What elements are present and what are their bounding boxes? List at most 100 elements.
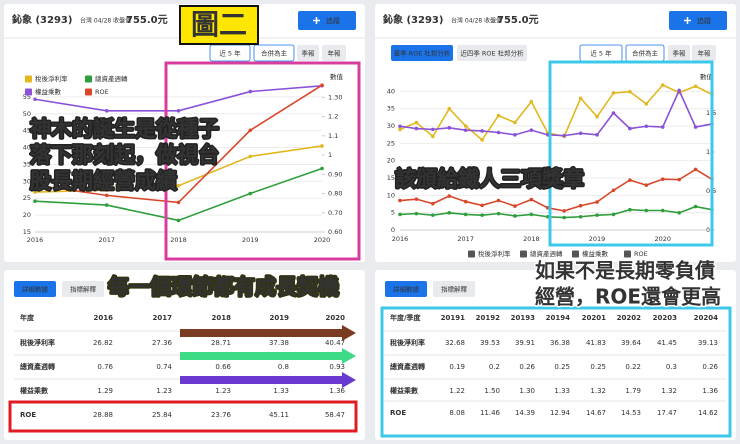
y2-tick-label: 1 [328, 151, 332, 159]
data-point [562, 215, 567, 220]
table-tab-label: 指標解釋 [70, 285, 97, 294]
chart-tab-label: 年報 [328, 49, 342, 58]
data-point [480, 138, 484, 142]
table-cell: 37.38 [269, 339, 289, 347]
data-point [677, 177, 681, 182]
x-tick-label: 2017 [457, 235, 474, 243]
table-header: 20192 [476, 314, 500, 322]
follow-button[interactable] [298, 11, 356, 30]
legend-swatch[interactable] [25, 88, 32, 96]
y2-tick-label: 0.90 [328, 170, 342, 178]
table-cell: ROE [20, 411, 36, 419]
y-tick-label: 40 [387, 87, 395, 95]
right-chart-card [375, 4, 736, 262]
data-point [644, 208, 649, 213]
y-tick-label: 5 [391, 209, 395, 217]
legend-swatch[interactable] [85, 88, 92, 96]
data-point [104, 108, 109, 113]
y-tick-label: 0 [391, 226, 395, 234]
data-point [104, 193, 109, 198]
follow-button[interactable] [669, 11, 727, 30]
x-tick-label: 2017 [98, 236, 115, 244]
data-point [104, 188, 109, 193]
chart-tab[interactable] [391, 45, 453, 61]
table-header: 2018 [212, 314, 232, 322]
table-cell: 32.68 [445, 339, 465, 347]
table-cell: 1.79 [625, 387, 641, 395]
data-point [529, 212, 534, 217]
data-point [562, 209, 567, 213]
y2-axis-label: 數值 [330, 72, 344, 81]
table-cell: 39.13 [698, 339, 718, 347]
figure-label-box [179, 5, 259, 45]
table-tab[interactable] [433, 281, 475, 297]
y2-axis-label: 數值 [700, 72, 714, 81]
y2-tick-label: 0.80 [328, 190, 342, 198]
figure-label: 圖二 [191, 8, 247, 41]
legend-swatch[interactable] [572, 250, 579, 258]
chart-tab[interactable] [668, 45, 690, 61]
table-cell: 1.32 [590, 387, 606, 395]
table-tab[interactable] [62, 281, 104, 297]
legend-swatch[interactable] [520, 250, 527, 258]
legend-label: 稅後淨利率 [35, 74, 68, 83]
x-tick-label: 2020 [654, 235, 671, 243]
data-point [611, 212, 616, 217]
data-point [176, 183, 181, 188]
data-point [248, 154, 253, 159]
table-cell: 14.39 [515, 409, 535, 417]
table-header: 2019 [270, 314, 290, 322]
legend-swatch[interactable] [624, 250, 631, 258]
table-cell: 28.88 [93, 411, 113, 419]
table-cell: 28.71 [211, 339, 231, 347]
data-point [660, 208, 665, 213]
table-tab[interactable] [385, 281, 427, 297]
table-cell: 0.76 [97, 363, 113, 371]
legend-swatch[interactable] [25, 75, 32, 83]
table-tab[interactable] [14, 281, 56, 297]
table-header: 年度 [20, 313, 35, 322]
data-point [578, 203, 583, 208]
chart-tab[interactable] [253, 44, 295, 62]
chart-tab[interactable] [322, 45, 346, 61]
data-point [628, 178, 632, 182]
chart-tab-label: 近 5 年 [219, 49, 241, 58]
data-point [33, 183, 37, 187]
y2-tick-label: 1.2 [328, 113, 338, 121]
y-tick-label: 25 [23, 194, 31, 202]
chart-tab[interactable] [297, 45, 319, 61]
data-point [398, 198, 402, 203]
y-tick-label: 30 [23, 177, 31, 185]
data-point [463, 199, 468, 204]
highlight-box [164, 61, 361, 261]
table-cell: 0.22 [625, 363, 641, 371]
data-point [431, 213, 435, 217]
data-point [447, 126, 452, 130]
table-cell: 總資產週轉 [20, 362, 55, 371]
data-point [578, 214, 583, 219]
follow-button-label: 追蹤 [697, 16, 711, 25]
chart-tab[interactable] [457, 45, 527, 61]
chart-note: 神木的誕生是從種子 [30, 117, 219, 141]
data-point [431, 201, 435, 206]
chart-tab-label: 近四季 ROE 杜邦分析 [460, 49, 524, 58]
table-cell: 稅後淨利率 [390, 338, 425, 347]
y2-tick-label: 1.30 [328, 93, 342, 101]
data-point [176, 218, 181, 223]
legend-swatch[interactable] [468, 250, 475, 258]
price-label: 台灣 04/28 收盤價 [451, 17, 502, 25]
arrow [180, 348, 356, 364]
table-cell: 14.62 [698, 409, 718, 417]
table-cell: 45.11 [269, 411, 289, 419]
legend-label: 總資產週轉 [530, 249, 563, 258]
table-cell: 0.93 [329, 363, 345, 371]
data-point [611, 111, 616, 115]
y-tick-label: 20 [23, 211, 31, 219]
price-label: 台灣 04/28 收盤價 [80, 17, 131, 25]
table-cell: 8.08 [449, 409, 465, 417]
table-header: 年度/季度 [390, 313, 422, 322]
data-point [595, 114, 599, 119]
y2-tick-label: 0.70 [328, 209, 342, 217]
legend-swatch[interactable] [85, 75, 92, 83]
chart-tab[interactable] [692, 45, 716, 61]
